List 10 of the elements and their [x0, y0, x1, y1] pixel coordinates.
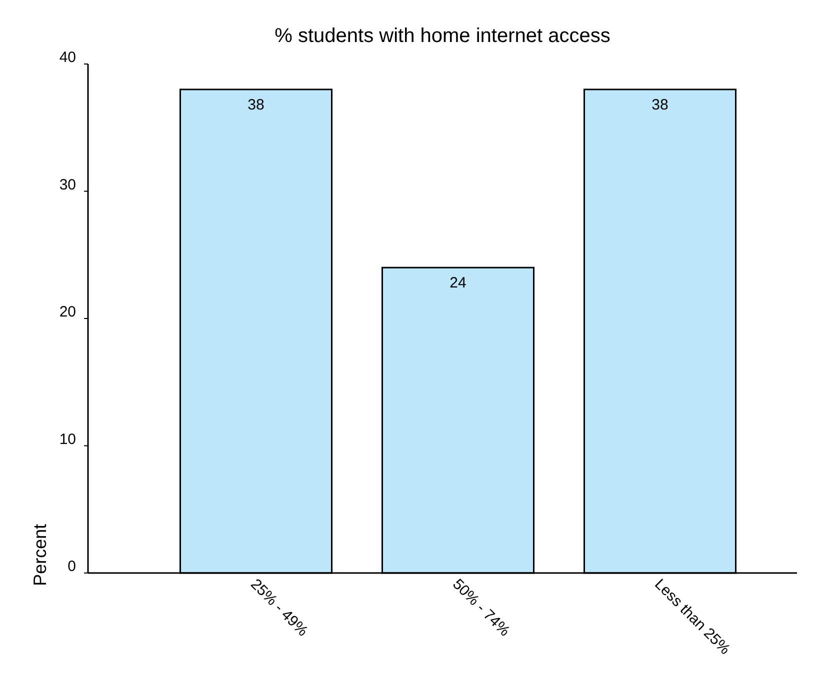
- y-tick-label: 10: [59, 430, 76, 448]
- data-label: 24: [450, 274, 466, 292]
- y-tick-label: 30: [59, 176, 76, 194]
- y-tick-label: 20: [59, 304, 76, 320]
- y-tick-label: 40: [59, 49, 76, 66]
- chart-title: % students with home internet access: [274, 25, 610, 47]
- y-axis-title: Percent: [30, 524, 50, 586]
- data-label: 38: [248, 96, 264, 114]
- data-label: 38: [652, 96, 668, 114]
- y-tick-label: 0: [68, 558, 76, 575]
